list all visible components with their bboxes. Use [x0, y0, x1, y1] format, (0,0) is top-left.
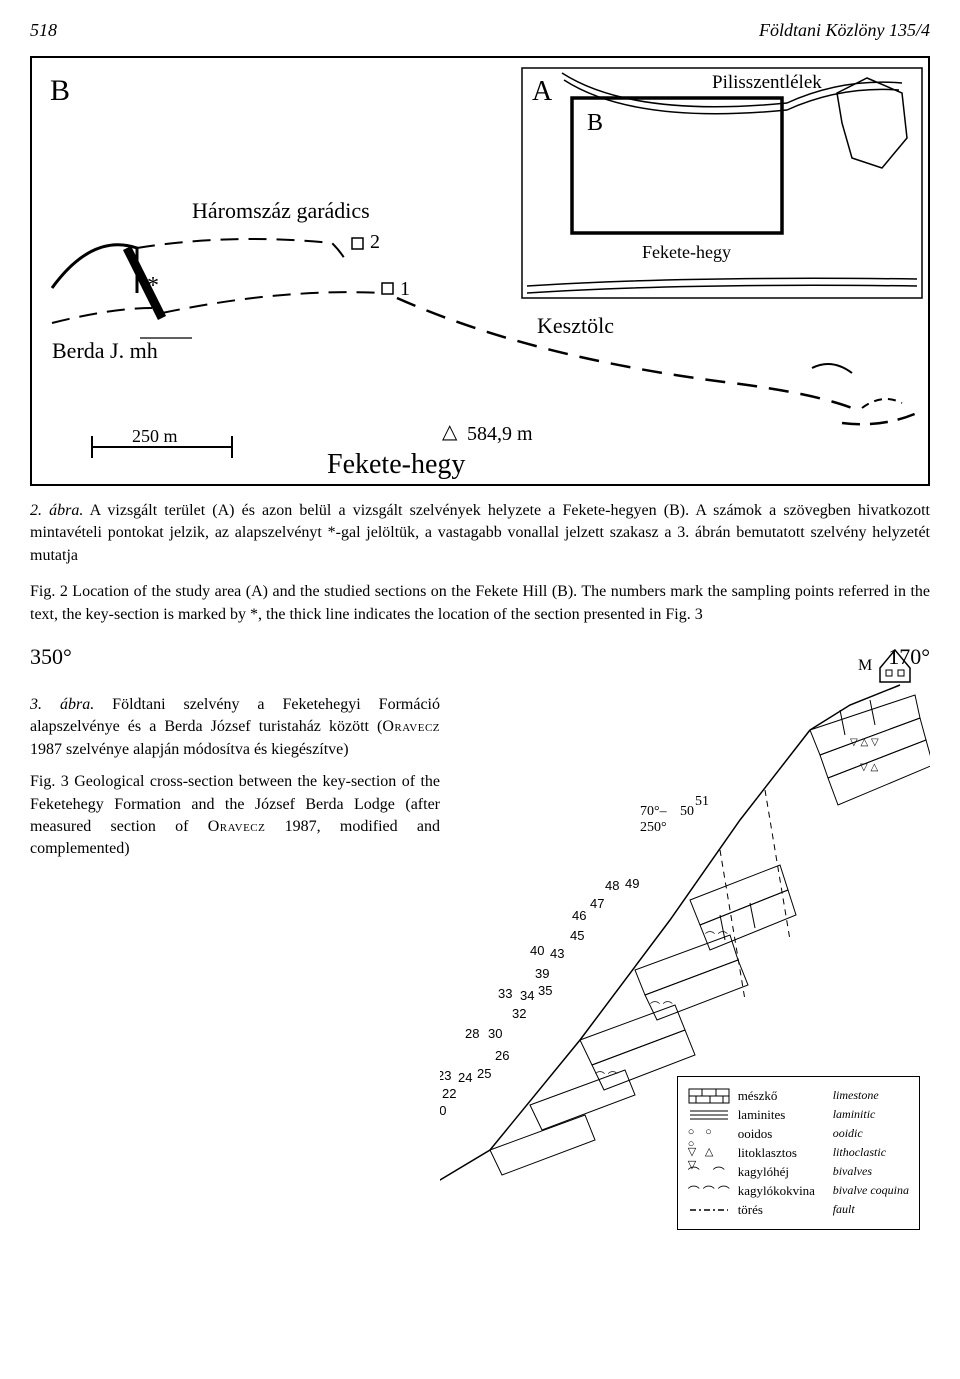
legend-hu-3: litoklasztos: [738, 1145, 833, 1161]
svg-text:43: 43: [550, 946, 564, 961]
legend-en-0: limestone: [833, 1088, 879, 1103]
inset-a-label: A: [532, 76, 553, 107]
legend-hu-1: laminites: [738, 1107, 833, 1123]
town-pilisszentlelek: Pilisszentlélek: [712, 72, 822, 93]
svg-text:34: 34: [520, 988, 534, 1003]
svg-text:45: 45: [570, 928, 584, 943]
dip-250: 250°: [640, 820, 667, 835]
scale-250m: 250 m: [132, 426, 178, 446]
fig2-en-label: Fig. 2: [30, 583, 68, 600]
legend-hu-6: törés: [738, 1202, 833, 1218]
svg-text:35: 35: [538, 983, 552, 998]
svg-text:32: 32: [512, 1006, 526, 1021]
cross-section: M: [440, 680, 930, 1240]
brick-icon: [688, 1088, 730, 1104]
dashdot-icon: [688, 1202, 730, 1218]
fig3-hu-label: 3. ábra.: [30, 696, 94, 713]
svg-text:49: 49: [625, 876, 639, 891]
svg-text:39: 39: [535, 966, 549, 981]
fekete-hegy-inset: Fekete-hegy: [642, 242, 731, 262]
svg-text:⌒ ⌒: ⌒ ⌒: [595, 1071, 618, 1083]
kesztolc-label: Kesztölc: [537, 313, 614, 338]
circles-icon: ○ ○ ○: [688, 1126, 730, 1142]
curves-icon: ⌒⌒⌒: [688, 1183, 730, 1199]
legend-en-6: fault: [833, 1202, 855, 1217]
svg-text:24: 24: [458, 1070, 472, 1085]
svg-text:22: 22: [442, 1086, 456, 1101]
inset-b-label: B: [587, 110, 603, 136]
legend-en-5: bivalve coquina: [833, 1183, 909, 1198]
elevation-label: 584,9 m: [467, 423, 533, 445]
legend-en-4: bivalves: [833, 1164, 872, 1179]
svg-text:25: 25: [477, 1066, 491, 1081]
svg-text:▽ △ ▽: ▽ △ ▽: [850, 737, 879, 748]
lines-icon: [688, 1107, 730, 1123]
fig2-hu-text: A vizsgált terület (A) és azon belül a v…: [30, 502, 930, 564]
svg-text:47: 47: [590, 896, 604, 911]
fig3-caption-hu: 3. ábra. Földtani szelvény a Feketehegyi…: [30, 694, 440, 761]
triangle-marker: △: [442, 421, 458, 443]
legend-hu-0: mészkő: [738, 1088, 833, 1104]
legend-hu-5: kagylókokvina: [738, 1183, 833, 1199]
dip-70: 70°–: [640, 804, 668, 819]
svg-text:46: 46: [572, 908, 586, 923]
legend-row-lithoclastic: ▽ △ ▽ litoklasztos lithoclastic: [688, 1145, 909, 1161]
legend-hu-2: ooidos: [738, 1126, 833, 1142]
dip-50-label: 50: [680, 804, 694, 819]
legend-row-ooidic: ○ ○ ○ ooidos ooidic: [688, 1126, 909, 1142]
point-1: 1: [400, 278, 410, 300]
legend-en-3: lithoclastic: [833, 1145, 886, 1160]
fig3-caption-en: Fig. 3 Geological cross-section between …: [30, 771, 440, 861]
point-2: 2: [370, 231, 380, 253]
fig3-en-author: Oravecz: [208, 818, 266, 835]
dip-51-label: 51: [695, 794, 709, 809]
berda-label: Berda J. mh: [52, 338, 158, 363]
journal-title: Földtani Közlöny 135/4: [759, 20, 930, 41]
svg-text:40: 40: [530, 943, 544, 958]
fekete-hegy-main: Fekete-hegy: [327, 449, 465, 480]
triangles-icon: ▽ △ ▽: [688, 1145, 730, 1161]
page-header: 518 Földtani Közlöny 135/4: [30, 20, 930, 41]
fig3-hu-author: Oravecz: [382, 718, 440, 735]
svg-text:20: 20: [440, 1103, 446, 1118]
legend-row-bivalves: ⌒ ⌒ kagylóhéj bivalves: [688, 1164, 909, 1180]
fig2-hu-label: 2. ábra.: [30, 502, 83, 519]
legend-en-1: laminitic: [833, 1107, 876, 1122]
legend-row-fault: törés fault: [688, 1202, 909, 1218]
fig2-caption-en: Fig. 2 Location of the study area (A) an…: [30, 581, 930, 626]
svg-text:⌒ ⌒: ⌒ ⌒: [650, 1001, 673, 1013]
svg-text:▽ △: ▽ △: [860, 762, 878, 773]
svg-text:33: 33: [498, 986, 512, 1001]
svg-text:23: 23: [440, 1068, 451, 1083]
legend-row-laminitic: laminites laminitic: [688, 1107, 909, 1123]
star-marker: *: [147, 273, 159, 299]
fig2-caption-hu: 2. ábra. A vizsgált terület (A) és azon …: [30, 500, 930, 567]
fig2-en-text: Location of the study area (A) and the s…: [30, 583, 930, 622]
panel-b-label: B: [50, 74, 70, 107]
svg-text:28: 28: [465, 1026, 479, 1041]
haromszaz-label: Háromszáz garádics: [192, 198, 370, 223]
fig3-en-label: Fig. 3: [30, 773, 69, 790]
legend-row-limestone: mészkő limestone: [688, 1088, 909, 1104]
house-m-label: M: [858, 657, 872, 674]
degree-left: 350°: [30, 644, 72, 670]
svg-text:48: 48: [605, 878, 619, 893]
svg-text:30: 30: [488, 1026, 502, 1041]
svg-text:⌒ ⌒: ⌒ ⌒: [705, 931, 728, 943]
legend-row-coquina: ⌒⌒⌒ kagylókokvina bivalve coquina: [688, 1183, 909, 1199]
fig3-hu-text2: 1987 szelvénye alapján módosítva és kieg…: [30, 741, 349, 758]
legend: mészkő limestone laminites laminitic ○ ○…: [677, 1076, 920, 1230]
page-number: 518: [30, 20, 57, 41]
figure2-map: B A B Pilisszentlélek Fekete-hegy Kesztö…: [30, 56, 930, 486]
legend-hu-4: kagylóhéj: [738, 1164, 833, 1180]
tildes-icon: ⌒ ⌒: [688, 1164, 730, 1180]
svg-text:26: 26: [495, 1048, 509, 1063]
legend-en-2: ooidic: [833, 1126, 863, 1141]
